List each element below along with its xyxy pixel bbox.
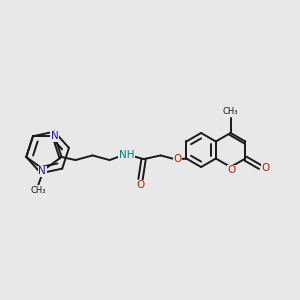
Text: O: O (136, 180, 145, 190)
Text: O: O (262, 163, 270, 173)
Text: NH: NH (119, 150, 134, 161)
Text: O: O (227, 165, 236, 175)
Text: N: N (51, 131, 59, 141)
Text: O: O (173, 154, 182, 164)
Text: CH₃: CH₃ (31, 186, 46, 195)
Text: N: N (38, 167, 46, 176)
Text: CH₃: CH₃ (223, 107, 238, 116)
